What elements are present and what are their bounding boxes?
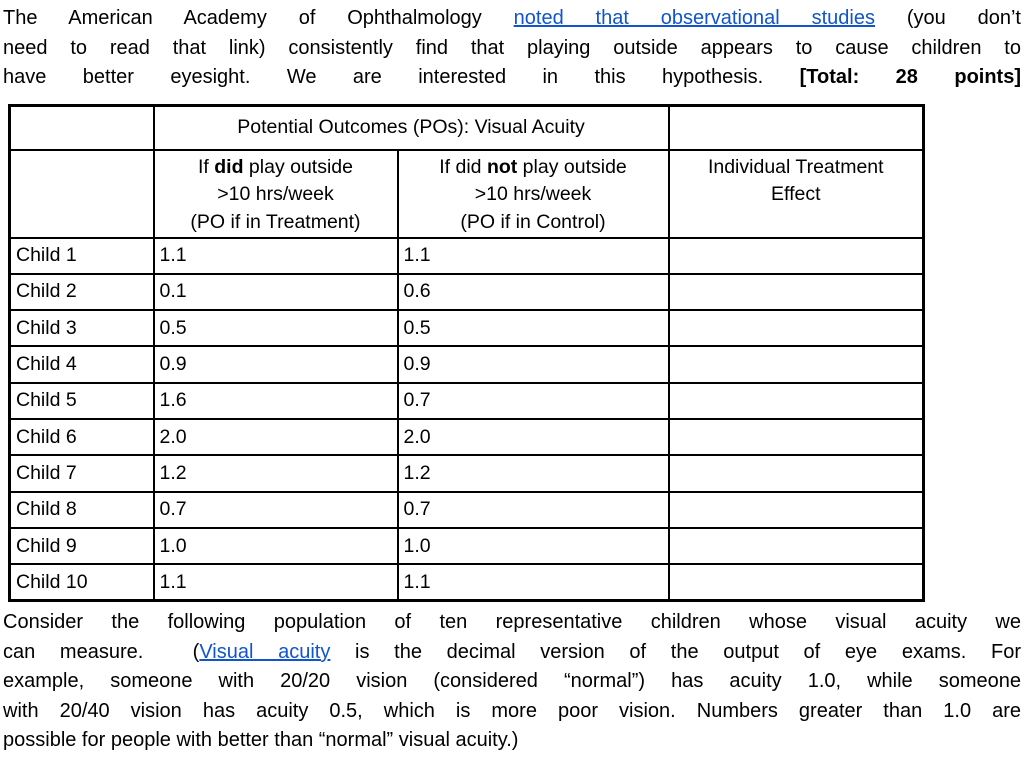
child-label-cell: Child 3 [8, 309, 155, 348]
po-control-cell: 1.0 [396, 526, 670, 566]
table-row: Child 5 1.6 0.7 [8, 381, 925, 420]
header-empty-cell [8, 104, 155, 151]
po-group-header-cell: Potential Outcomes (POs): Visual Acuity [152, 104, 670, 151]
header-text: play outside [243, 155, 353, 178]
closing-text: is the decimal version of the output of … [330, 640, 1021, 663]
closing-paragraph: Consider the following population of ten… [3, 608, 1021, 756]
po-treatment-cell: 0.9 [152, 345, 399, 384]
paragraph-line: Consider the following population of ten… [3, 608, 1021, 638]
paragraph-line: need to read that link) consistently fin… [3, 34, 1021, 64]
po-control-cell: 1.1 [396, 563, 670, 602]
table-row: Child 8 0.7 0.7 [8, 490, 925, 529]
table-row: Child 9 1.0 1.0 [8, 526, 925, 566]
ite-cell [667, 454, 925, 493]
table-row: Child 7 1.2 1.2 [8, 454, 925, 493]
header-empty-cell [8, 148, 155, 239]
header-text: >10 hrs/week [217, 183, 334, 205]
po-treatment-cell: 2.0 [152, 417, 399, 457]
po-control-cell: 1.1 [396, 236, 670, 275]
paragraph-line: possible for people with better than “no… [3, 726, 1021, 756]
ite-cell [667, 236, 925, 275]
child-label-cell: Child 9 [8, 526, 155, 566]
table-row: Child 2 0.1 0.6 [8, 272, 925, 312]
table-column-header-row: If did play outside >10 hrs/week (PO if in… [8, 148, 925, 239]
table-row: Child 10 1.1 1.1 [8, 563, 925, 602]
po-control-cell: 0.7 [396, 490, 670, 529]
po-treatment-cell: 1.1 [152, 563, 399, 602]
ite-cell [667, 490, 925, 529]
header-bold-text: not [486, 155, 518, 178]
child-label-cell: Child 7 [8, 454, 155, 493]
header-text: Effect [771, 183, 821, 205]
control-column-header-cell: If did not play outside >10 hrs/week (PO i… [396, 148, 670, 239]
intro-paragraph: The American Academy of Ophthalmology no… [3, 4, 1021, 93]
observational-studies-link[interactable]: noted that observational studies [513, 7, 875, 29]
header-text: If [197, 155, 215, 178]
paragraph-line: example, someone with 20/20 vision (cons… [3, 667, 1021, 697]
ite-cell [667, 345, 925, 384]
header-text: Individual Treatment [707, 155, 884, 178]
ite-cell [667, 526, 925, 566]
table-row: Child 3 0.5 0.5 [8, 309, 925, 348]
ite-cell [667, 272, 925, 312]
po-treatment-cell: 1.2 [152, 454, 399, 493]
closing-text: example, someone with 20/20 vision (cons… [3, 670, 1021, 693]
treatment-column-header-cell: If did play outside >10 hrs/week (PO if in… [152, 148, 399, 239]
header-text: play outside [517, 155, 627, 178]
visual-acuity-link[interactable]: Visual acuity [199, 640, 331, 663]
po-control-cell: 1.2 [396, 454, 670, 493]
intro-text: (you don’t [874, 7, 1021, 29]
header-text: (PO if in Control) [460, 210, 606, 233]
intro-text: need to read that link) consistently fin… [3, 36, 1021, 59]
ite-cell [667, 309, 925, 348]
po-treatment-cell: 0.5 [152, 309, 399, 348]
table-row: Child 4 0.9 0.9 [8, 345, 925, 384]
po-treatment-cell: 0.7 [152, 490, 399, 529]
header-empty-cell [667, 104, 925, 151]
table-row: Child 1 1.1 1.1 [8, 236, 925, 275]
po-treatment-cell: 1.0 [152, 526, 399, 566]
paragraph-line: can measure. (Visual acuity is the decim… [3, 638, 1021, 668]
po-control-cell: 0.5 [396, 309, 670, 348]
po-control-cell: 0.9 [396, 345, 670, 384]
intro-text: have better eyesight. We are interested … [3, 66, 800, 88]
total-points-label: [Total: 28 points] [799, 66, 1021, 88]
table-row: Child 6 2.0 2.0 [8, 417, 925, 457]
child-label-cell: Child 4 [8, 345, 155, 384]
intro-text: The American Academy of Ophthalmology [3, 7, 514, 29]
child-label-cell: Child 8 [8, 490, 155, 529]
po-treatment-cell: 0.1 [152, 272, 399, 312]
table-group-header-row: Potential Outcomes (POs): Visual Acuity [8, 104, 925, 151]
paragraph-line: with 20/40 vision has acuity 0.5, which … [3, 697, 1021, 727]
child-label-cell: Child 10 [8, 563, 155, 602]
ite-cell [667, 563, 925, 602]
paragraph-line: have better eyesight. We are interested … [3, 63, 1021, 93]
header-text: >10 hrs/week [474, 183, 592, 205]
closing-text: Consider the following population of ten… [3, 611, 1021, 634]
closing-text: possible for people with better than “no… [3, 729, 519, 752]
po-control-cell: 0.6 [396, 272, 670, 312]
document-page: The American Academy of Ophthalmology no… [3, 4, 1021, 756]
ite-cell [667, 381, 925, 420]
child-label-cell: Child 2 [8, 272, 155, 312]
po-control-cell: 2.0 [396, 417, 670, 457]
ite-cell [667, 417, 925, 457]
child-label-cell: Child 6 [8, 417, 155, 457]
potential-outcomes-table: Potential Outcomes (POs): Visual Acuity … [8, 103, 926, 603]
header-bold-text: did [214, 155, 244, 178]
po-control-cell: 0.7 [396, 381, 670, 420]
header-text: If did [439, 155, 487, 178]
paragraph-line: The American Academy of Ophthalmology no… [3, 4, 1021, 34]
po-treatment-cell: 1.6 [152, 381, 399, 420]
ite-column-header-cell: Individual Treatment Effect [667, 148, 925, 239]
child-label-cell: Child 5 [8, 381, 155, 420]
closing-text: with 20/40 vision has acuity 0.5, which … [3, 699, 1021, 722]
child-label-cell: Child 1 [8, 236, 155, 275]
closing-text: can measure. ( [3, 640, 200, 663]
po-treatment-cell: 1.1 [152, 236, 399, 275]
header-text: (PO if in Treatment) [190, 210, 361, 233]
